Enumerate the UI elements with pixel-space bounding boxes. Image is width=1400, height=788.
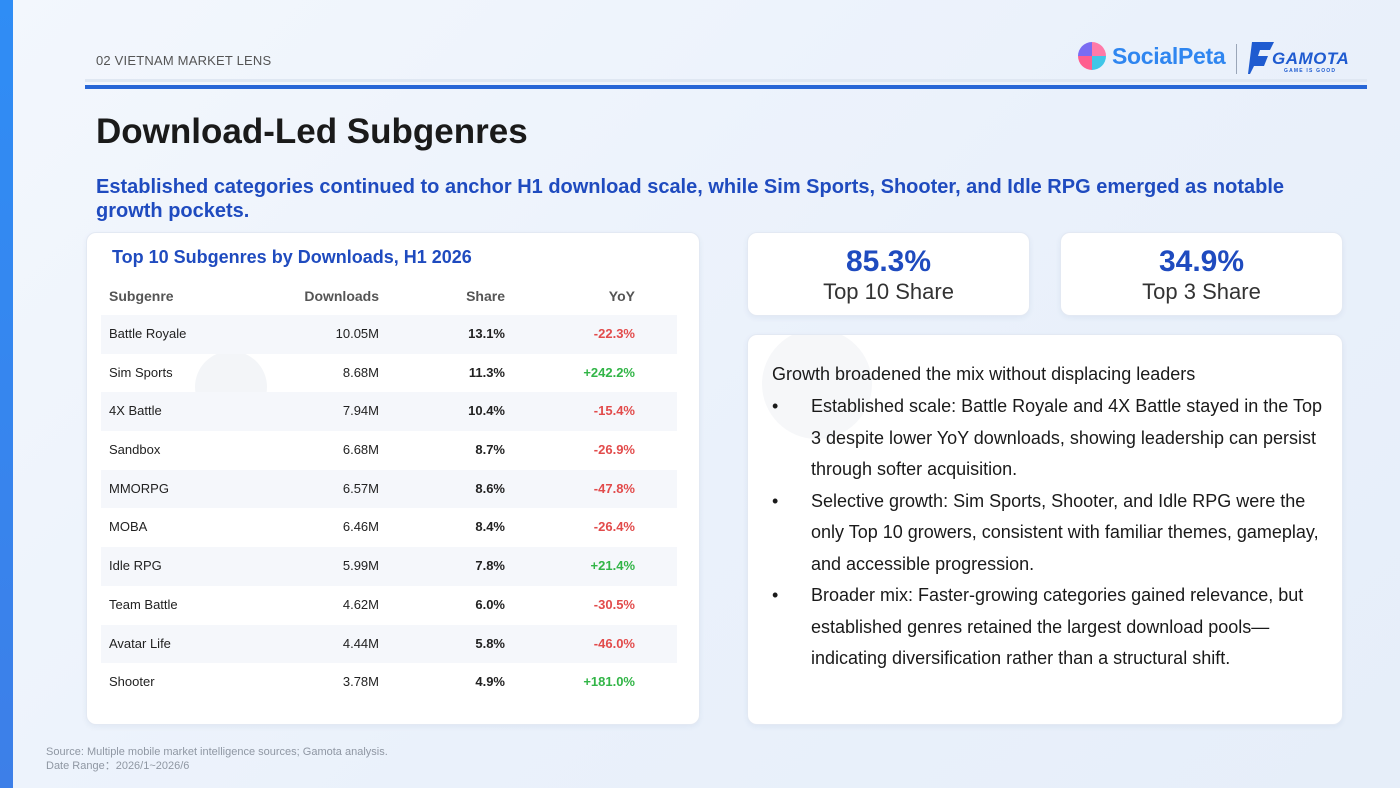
downloads-cell: 10.05M [335, 326, 379, 341]
stat-label: Top 10 Share [823, 279, 954, 304]
downloads-cell: 3.78M [342, 674, 379, 690]
table-header: Subgenre Downloads Share YoY [101, 285, 677, 311]
page-title: Download-Led Subgenres [96, 112, 528, 151]
subgenre-cell: 4X Battle [109, 403, 162, 419]
downloads-cell: 6.68M [342, 442, 379, 458]
socialpeta-logo: SocialPeta [1078, 42, 1226, 70]
stat-label: Top 3 Share [1142, 279, 1261, 304]
stat-card-top10: 85.3% Top 10 Share [747, 232, 1030, 316]
share-cell: 5.8% [475, 635, 505, 651]
share-cell: 10.4% [468, 403, 505, 419]
table-row: Avatar Life 4.44M 5.8% -46.0% [101, 624, 677, 664]
logo-divider [1236, 44, 1237, 74]
gamota-logo: GAMOTA GAME IS GOOD [1246, 38, 1368, 78]
gamota-logo-tagline: GAME IS GOOD [1284, 68, 1337, 74]
socialpeta-logo-text: SocialPeta [1112, 42, 1226, 69]
yoy-cell: +181.0% [583, 674, 635, 690]
yoy-cell: -22.3% [593, 326, 635, 341]
downloads-cell: 8.68M [342, 364, 379, 380]
subgenre-cell: Battle Royale [109, 326, 187, 341]
share-cell: 4.9% [475, 674, 505, 690]
date-range-note: Date Range：2026/1~2026/6 [46, 760, 190, 772]
stat-value: 85.3% [845, 245, 932, 278]
yoy-cell: -15.4% [593, 403, 635, 419]
footer-source: Source: Multiple mobile market intellige… [46, 745, 388, 773]
subgenre-cell: MMORPG [109, 480, 169, 496]
share-cell: 8.4% [475, 519, 505, 535]
socialpeta-logo-icon [1078, 42, 1106, 70]
column-header-downloads: Downloads [304, 288, 379, 304]
source-note: Source: Multiple mobile market intellige… [46, 746, 388, 758]
subgenre-cell: Avatar Life [109, 635, 171, 651]
share-cell: 8.6% [475, 480, 505, 496]
table-row: MOBA 6.46M 8.4% -26.4% [101, 508, 677, 547]
stat-card-top3: 34.9% Top 3 Share [1060, 232, 1343, 316]
table-row: Team Battle 4.62M 6.0% -30.5% [101, 586, 677, 625]
column-header-share: Share [466, 288, 505, 304]
yoy-cell: -30.5% [593, 596, 635, 612]
share-cell: 13.1% [468, 326, 505, 341]
subgenre-cell: Idle RPG [109, 558, 162, 574]
column-header-subgenre: Subgenre [109, 288, 174, 304]
header-rule [85, 79, 1367, 89]
column-header-yoy: YoY [608, 288, 635, 304]
section-label: 02 VIETNAM MARKET LENS [96, 53, 272, 68]
table-row: MMORPG 6.57M 8.6% -47.8% [101, 469, 677, 509]
insights-heading: Growth broadened the mix without displac… [772, 364, 1196, 384]
subgenre-cell: MOBA [109, 519, 148, 535]
insight-bullet: Established scale: Battle Royale and 4X … [772, 391, 1322, 486]
table-row: Shooter 3.78M 4.9% +181.0% [101, 663, 677, 702]
downloads-cell: 4.62M [342, 596, 379, 612]
insights-list: Established scale: Battle Royale and 4X … [772, 391, 1322, 675]
share-cell: 6.0% [475, 596, 505, 612]
subgenre-cell: Shooter [109, 674, 155, 690]
yoy-cell: +242.2% [583, 364, 635, 380]
table-row: 4X Battle 7.94M 10.4% -15.4% [101, 392, 677, 432]
subgenre-table-card: Top 10 Subgenres by Downloads, H1 2026 S… [86, 232, 700, 725]
gamota-logo-text: GAMOTA [1272, 49, 1350, 68]
downloads-cell: 6.57M [342, 480, 379, 496]
left-accent-bar [0, 0, 13, 788]
yoy-cell: -47.8% [593, 480, 635, 496]
insights-card: Growth broadened the mix without displac… [747, 334, 1343, 725]
table-row: Battle Royale 10.05M 13.1% -22.3% [101, 315, 677, 354]
yoy-cell: -26.4% [593, 519, 635, 535]
downloads-cell: 6.46M [342, 519, 379, 535]
table-title: Top 10 Subgenres by Downloads, H1 2026 [112, 247, 472, 267]
yoy-cell: -26.9% [593, 442, 635, 458]
insight-bullet: Broader mix: Faster-growing categories g… [772, 580, 1322, 675]
insight-bullet: Selective growth: Sim Sports, Shooter, a… [772, 486, 1322, 581]
yoy-cell: +21.4% [590, 558, 635, 574]
downloads-cell: 7.94M [342, 403, 379, 419]
table-body: Battle Royale 10.05M 13.1% -22.3% Sim Sports… [101, 315, 677, 702]
yoy-cell: -46.0% [593, 635, 635, 651]
subgenre-cell: Sim Sports [109, 364, 173, 380]
table-row: Idle RPG 5.99M 7.8% +21.4% [101, 547, 677, 586]
subgenre-cell: Sandbox [109, 442, 161, 458]
page-subtitle: Established categories continued to anch… [96, 176, 1285, 222]
subgenre-cell: Team Battle [109, 596, 178, 612]
gamota-logo-icon [1248, 42, 1274, 74]
stat-value: 34.9% [1158, 245, 1245, 278]
table-row: Sim Sports 8.68M 11.3% +242.2% [101, 354, 677, 393]
share-cell: 11.3% [468, 364, 505, 380]
downloads-cell: 5.99M [342, 558, 379, 574]
share-cell: 7.8% [475, 558, 505, 574]
table-row: Sandbox 6.68M 8.7% -26.9% [101, 431, 677, 470]
share-cell: 8.7% [475, 442, 505, 458]
downloads-cell: 4.44M [342, 635, 379, 651]
